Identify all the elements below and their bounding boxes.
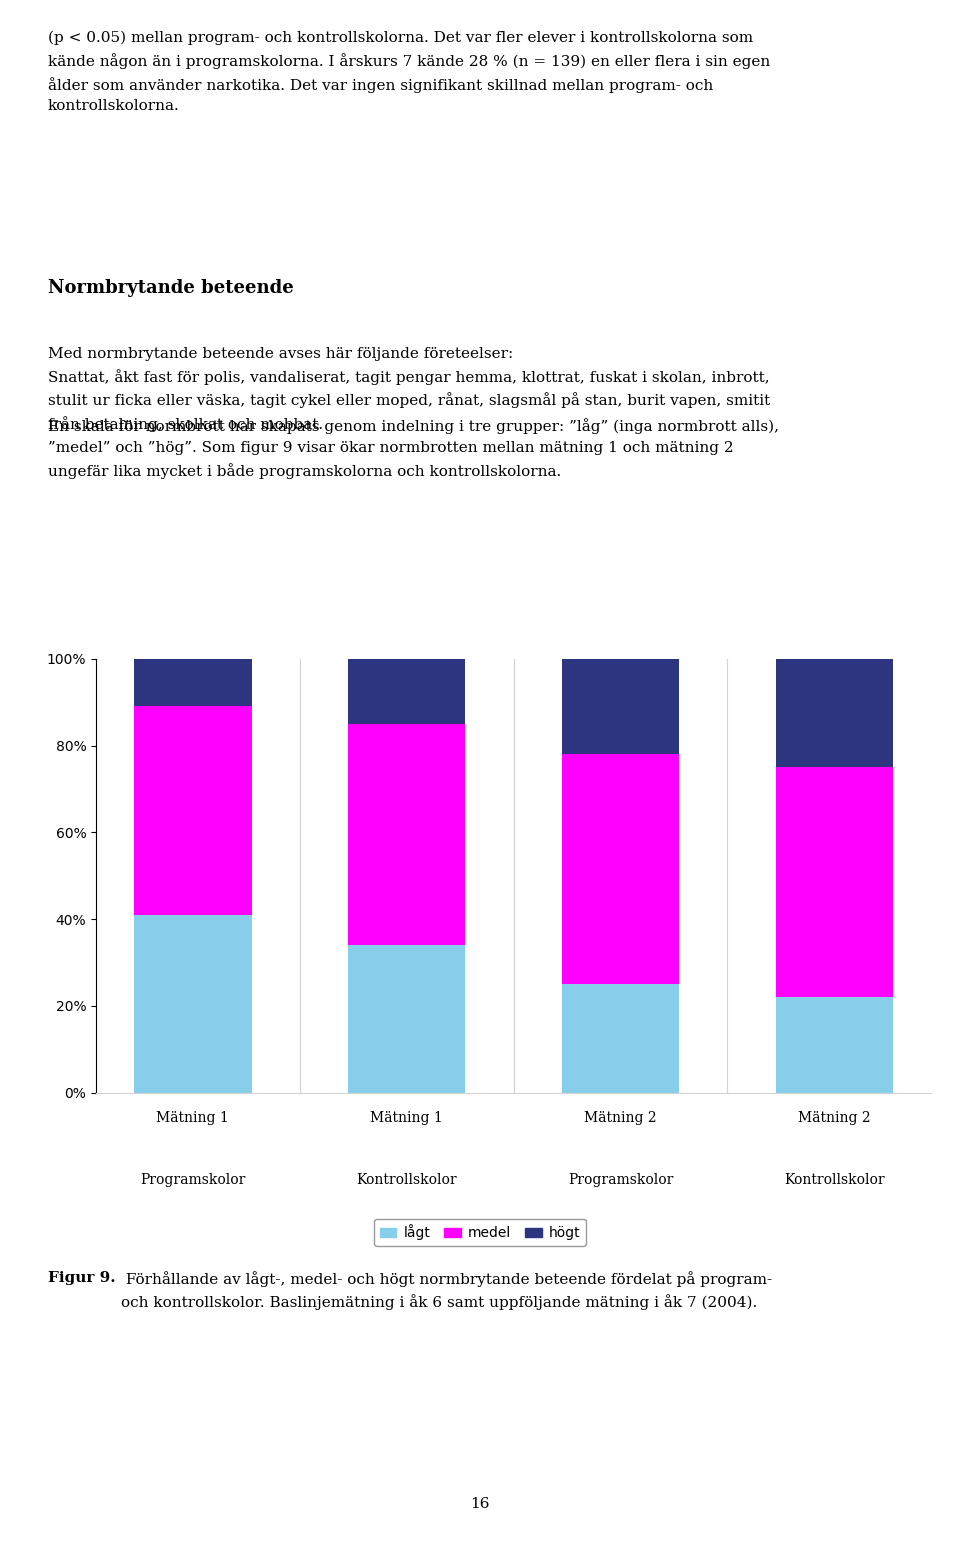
Bar	[562, 984, 680, 1093]
Bar	[134, 914, 252, 1093]
Text: Figur 9.: Figur 9.	[48, 1271, 115, 1285]
Text: Programskolor: Programskolor	[140, 1173, 246, 1187]
Bar	[562, 755, 680, 984]
Text: Mätning 2: Mätning 2	[585, 1111, 657, 1125]
Bar	[134, 707, 252, 914]
Text: Mätning 1: Mätning 1	[371, 1111, 443, 1125]
Text: (p < 0.05) mellan program- och kontrollskolorna. Det var fler elever i kontrolls: (p < 0.05) mellan program- och kontrolls…	[48, 31, 770, 113]
Bar	[776, 767, 893, 997]
Legend: lågt, medel, högt: lågt, medel, högt	[374, 1218, 586, 1246]
Text: Med normbrytande beteende avses här följande företeelser:
Snattat, åkt fast för : Med normbrytande beteende avses här följ…	[48, 347, 770, 432]
Bar	[776, 659, 893, 767]
Text: Mätning 2: Mätning 2	[798, 1111, 871, 1125]
Bar	[134, 659, 252, 707]
Text: Programskolor: Programskolor	[568, 1173, 673, 1187]
Text: En skala för normbrott har skapats genom indelning i tre grupper: ”låg” (inga no: En skala för normbrott har skapats genom…	[48, 418, 779, 479]
Text: Mätning 1: Mätning 1	[156, 1111, 229, 1125]
Text: 16: 16	[470, 1496, 490, 1511]
Text: Förhållande av lågt-, medel- och högt normbrytande beteende fördelat på program-: Förhållande av lågt-, medel- och högt no…	[121, 1271, 773, 1310]
Text: Normbrytande beteende: Normbrytande beteende	[48, 279, 294, 298]
Text: Kontrollskolor: Kontrollskolor	[356, 1173, 457, 1187]
Bar	[348, 659, 466, 724]
Bar	[562, 659, 680, 755]
Text: Kontrollskolor: Kontrollskolor	[784, 1173, 885, 1187]
Bar	[348, 946, 466, 1093]
Bar	[776, 997, 893, 1093]
Bar	[348, 724, 466, 946]
